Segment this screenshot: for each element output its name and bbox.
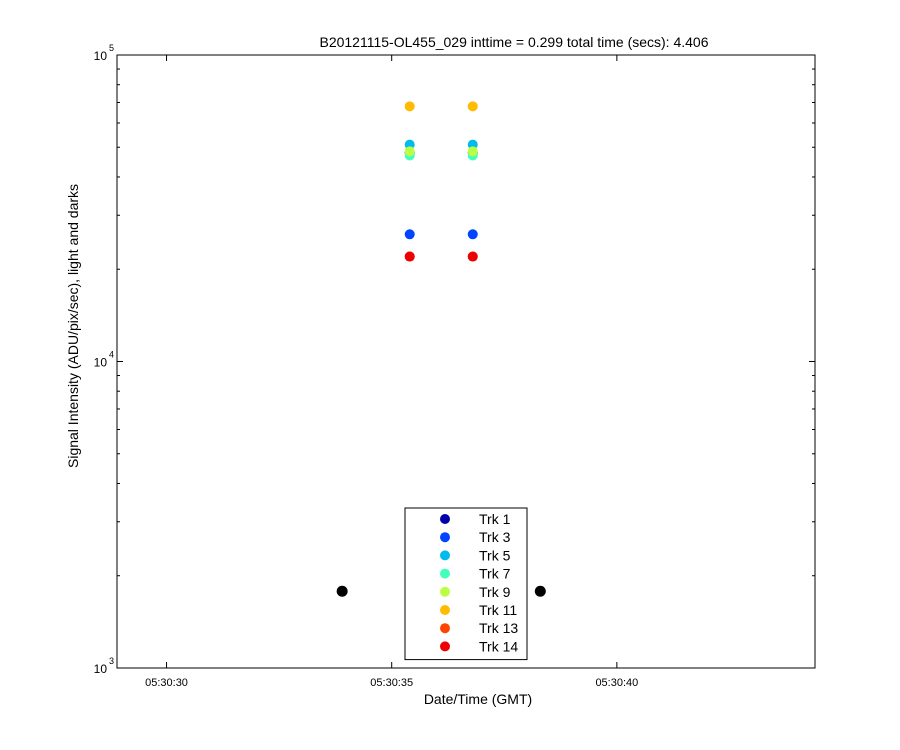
y-tick-label: 10 bbox=[94, 49, 108, 63]
y-tick-exponent: 4 bbox=[109, 350, 114, 360]
legend-label: Trk 1 bbox=[479, 511, 511, 527]
data-point bbox=[404, 251, 415, 262]
data-point bbox=[467, 229, 478, 240]
y-tick-exponent: 3 bbox=[109, 656, 114, 666]
legend-marker bbox=[440, 532, 450, 543]
x-tick-label: 05:30:35 bbox=[370, 677, 413, 689]
y-tick-label: 10 bbox=[94, 662, 108, 676]
legend-marker bbox=[440, 623, 450, 634]
chart-title: B20121115-OL455_029 inttime = 0.299 tota… bbox=[319, 34, 708, 50]
y-tick-exponent: 5 bbox=[109, 43, 114, 53]
legend-marker bbox=[440, 641, 450, 652]
legend-label: Trk 9 bbox=[479, 584, 511, 600]
legend-label: Trk 7 bbox=[479, 566, 511, 582]
legend-marker bbox=[440, 605, 450, 615]
legend-label: Trk 5 bbox=[479, 547, 511, 563]
x-axis-label: Date/Time (GMT) bbox=[424, 691, 532, 707]
x-tick-label: 05:30:30 bbox=[145, 677, 188, 689]
legend-label: Trk 3 bbox=[479, 529, 511, 545]
legend-marker bbox=[440, 568, 450, 579]
legend-marker bbox=[440, 586, 450, 597]
data-point bbox=[467, 251, 478, 262]
y-tick-label: 10 bbox=[94, 356, 108, 370]
data-points bbox=[336, 101, 546, 597]
data-point bbox=[404, 101, 415, 112]
x-tick-label: 05:30:40 bbox=[595, 677, 638, 689]
legend: Trk 1 Trk 3 Trk 5 Trk 7 Trk 9 Trk 11 Trk 13 Trk… bbox=[404, 507, 528, 661]
data-point bbox=[404, 146, 415, 157]
dark-data-point bbox=[336, 585, 348, 597]
legend-marker bbox=[440, 514, 450, 524]
legend-label: Trk 14 bbox=[479, 638, 518, 654]
dark-data-point bbox=[534, 585, 546, 597]
data-point bbox=[467, 146, 478, 157]
legend-marker bbox=[440, 550, 450, 561]
legend-label: Trk 13 bbox=[479, 620, 518, 636]
y-axis-label: Signal Intensity (ADU/pix/sec), light an… bbox=[65, 184, 81, 468]
data-point bbox=[404, 229, 415, 240]
legend-label: Trk 11 bbox=[479, 602, 517, 618]
legend-box bbox=[404, 507, 528, 661]
data-point bbox=[467, 101, 478, 112]
